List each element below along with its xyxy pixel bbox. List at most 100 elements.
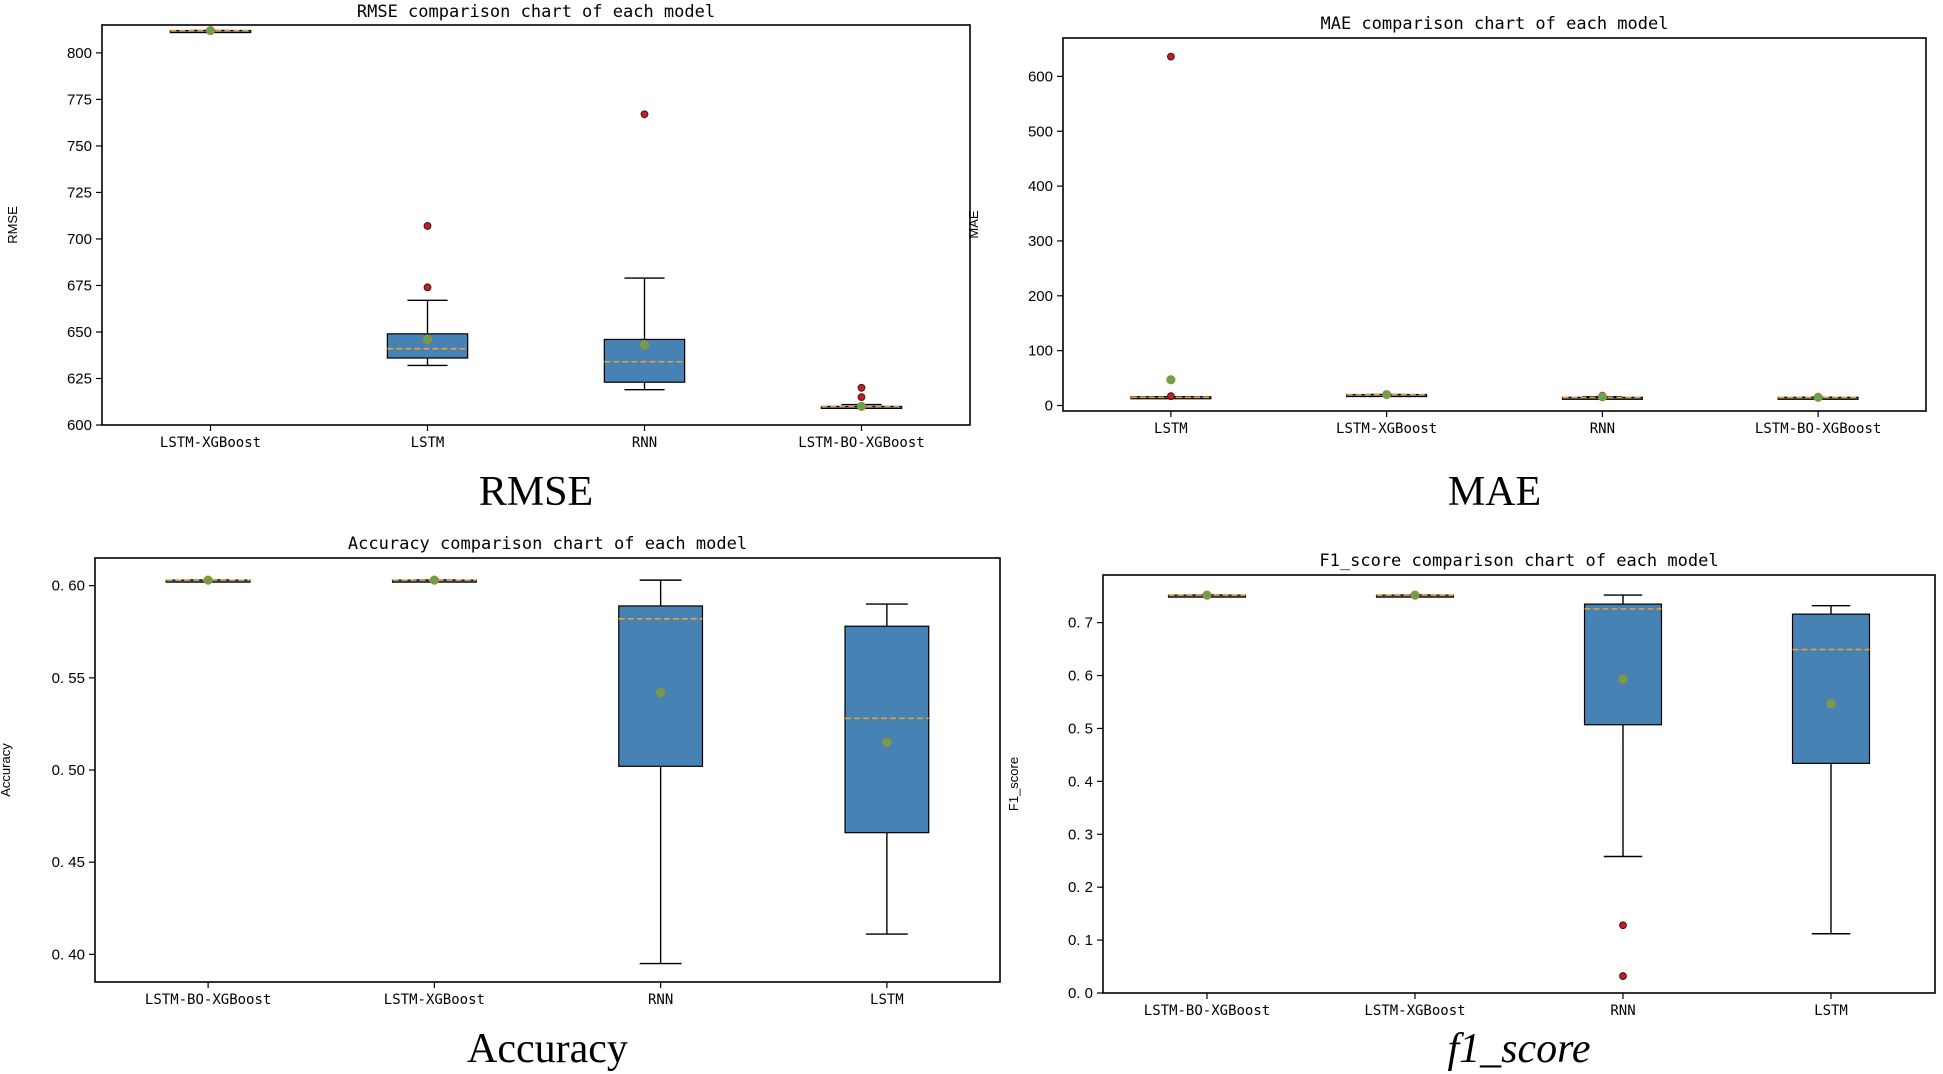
y-tick-label: 0. 60	[52, 578, 85, 595]
x-tick-label: LSTM	[1154, 421, 1188, 437]
plot-frame	[1102, 574, 1936, 994]
x-tick-label: LSTM	[870, 992, 904, 1008]
mean-marker	[205, 25, 216, 36]
box-lstm-xgboost	[1346, 389, 1428, 400]
mean-marker	[203, 575, 213, 585]
chart-panel-1: RMSE comparison chart of each model RMSE 6…	[5, 2, 971, 515]
y-tick-label: 0	[1045, 398, 1053, 415]
y-tick-label: 0. 55	[52, 670, 85, 687]
y-tick-label: 800	[67, 45, 92, 62]
iqr-box	[1583, 603, 1663, 726]
x-tick-label: RNN	[632, 435, 657, 451]
box-rnn	[1561, 391, 1643, 402]
y-tick-label: 0. 6	[1068, 668, 1093, 685]
iqr-box	[844, 625, 930, 834]
mean-marker	[1382, 389, 1392, 400]
box-rnn	[618, 579, 704, 965]
y-tick-label: 750	[67, 138, 92, 155]
y-tick-label: 0. 7	[1068, 615, 1093, 632]
y-axis-label: Accuracy	[0, 743, 13, 797]
y-axis-label: RMSE	[5, 206, 20, 244]
outlier-point	[640, 110, 649, 119]
y-tick-label: 600	[67, 417, 92, 434]
mean-marker	[1597, 392, 1607, 402]
mean-marker	[656, 687, 666, 698]
box-rnn	[603, 110, 686, 391]
y-tick-label: 500	[1028, 123, 1053, 140]
x-tick-label: LSTM-BO-XGBoost	[1755, 421, 1881, 437]
box-lstm	[844, 603, 930, 935]
x-tick-label: RNN	[1590, 421, 1615, 437]
plot-frame	[1062, 37, 1927, 412]
y-tick-label: 0. 50	[52, 762, 85, 779]
chart-title: MAE comparison chart of each model	[1321, 14, 1669, 34]
mean-marker	[1410, 590, 1420, 600]
mean-marker	[1166, 375, 1176, 385]
y-tick-label: 700	[67, 231, 92, 248]
y-tick-label: 675	[67, 277, 92, 294]
x-tick-label: LSTM-XGBoost	[384, 992, 485, 1008]
y-tick-label: 0. 1	[1068, 932, 1093, 949]
chart-panel-3: Accuracy comparison chart of each model A…	[0, 534, 1001, 1072]
box-lstm-xgboost	[169, 25, 252, 36]
mean-marker	[639, 340, 650, 350]
x-tick-label: RNN	[648, 992, 673, 1008]
box-lstm	[386, 222, 469, 367]
y-tick-label: 600	[1028, 68, 1053, 85]
chart-title: Accuracy comparison chart of each model	[348, 534, 747, 554]
box-lstm-bo-xgboost	[820, 383, 903, 411]
mean-marker	[882, 737, 892, 747]
plot-frame	[94, 557, 1001, 983]
outlier-point	[1619, 972, 1627, 980]
panel-caption: f1_score	[1447, 1026, 1590, 1072]
x-tick-label: RNN	[1610, 1003, 1635, 1019]
box-lstm-bo-xgboost	[1777, 392, 1859, 402]
iqr-box	[1791, 613, 1871, 764]
y-tick-label: 725	[67, 184, 92, 201]
chart-panel-2: MAE comparison chart of each model MAE 0 10…	[966, 14, 1927, 515]
y-tick-label: 100	[1028, 343, 1053, 360]
box-lstm-bo-xgboost	[165, 575, 251, 585]
outlier-point	[1619, 921, 1627, 930]
y-tick-label: 400	[1028, 178, 1053, 195]
x-tick-label: LSTM-XGBoost	[1336, 421, 1437, 437]
box-lstm-bo-xgboost	[1167, 590, 1247, 600]
x-tick-label: LSTM-BO-XGBoost	[798, 435, 924, 451]
mean-marker	[1813, 392, 1823, 402]
x-tick-label: LSTM-XGBoost	[160, 435, 261, 451]
y-tick-label: 0. 3	[1068, 826, 1093, 843]
y-axis-label: MAE	[966, 210, 981, 239]
mean-marker	[422, 334, 433, 345]
panel-caption: MAE	[1448, 469, 1541, 515]
mean-marker	[1826, 698, 1836, 709]
box-lstm-xgboost	[391, 575, 477, 585]
y-tick-label: 650	[67, 324, 92, 341]
x-tick-label: LSTM-XGBoost	[1364, 1003, 1465, 1019]
box-rnn	[1583, 594, 1663, 980]
y-tick-label: 300	[1028, 233, 1053, 250]
chart-panel-4: F1_score comparison chart of each model F…	[1006, 551, 1936, 1072]
box-lstm-xgboost	[1375, 590, 1455, 600]
mean-marker	[429, 575, 439, 585]
x-tick-label: LSTM	[1814, 1003, 1848, 1019]
box-lstm	[1130, 52, 1212, 401]
plot-frame	[101, 24, 971, 426]
mean-marker	[1618, 674, 1628, 684]
outlier-point	[1166, 392, 1175, 401]
y-tick-label: 200	[1028, 288, 1053, 305]
mean-marker	[1202, 590, 1212, 600]
y-tick-label: 625	[67, 370, 92, 387]
outlier-point	[423, 283, 432, 292]
x-tick-label: LSTM-BO-XGBoost	[1144, 1003, 1270, 1019]
x-tick-label: LSTM-BO-XGBoost	[145, 992, 271, 1008]
y-tick-label: 0. 4	[1068, 773, 1093, 790]
box-lstm	[1791, 604, 1871, 935]
outlier-point	[1166, 52, 1175, 61]
y-tick-label: 775	[67, 91, 92, 108]
outlier-point	[857, 383, 866, 392]
y-axis-label: F1_score	[1006, 757, 1021, 811]
outlier-point	[423, 222, 432, 230]
y-tick-label: 0. 40	[52, 946, 85, 963]
iqr-box	[618, 605, 704, 767]
